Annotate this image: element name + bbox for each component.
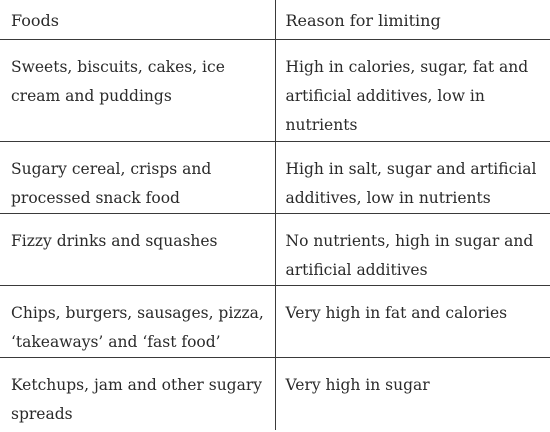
reason-cell: High in calories, sugar, fat and artific… — [274, 39, 550, 141]
reason-cell: No nutrients, high in sugar and artifici… — [274, 213, 550, 285]
table-header-row: Foods Reason for limiting — [0, 0, 550, 39]
reason-cell: Very high in sugar — [274, 357, 550, 430]
reason-cell: High in salt, sugar and artificial addit… — [274, 141, 550, 213]
header-reason-for-limiting: Reason for limiting — [274, 0, 550, 39]
food-cell: Sugary cereal, crisps and processed snac… — [11, 159, 212, 207]
food-cell: Fizzy drinks and squashes — [11, 231, 218, 250]
table-row: Fizzy drinks and squashes No nutrients, … — [0, 213, 550, 285]
reason-cell: Very high in fat and calories — [274, 285, 550, 357]
table-row: Chips, burgers, sausages, pizza, ‘takeaw… — [0, 285, 550, 357]
food-cell: Ketchups, jam and other sugary spreads — [11, 375, 263, 423]
food-cell: Sweets, biscuits, cakes, ice cream and p… — [11, 57, 225, 105]
table-row: Ketchups, jam and other sugary spreads V… — [0, 357, 550, 430]
header-foods: Foods — [11, 11, 59, 30]
table-row: Sweets, biscuits, cakes, ice cream and p… — [0, 39, 550, 141]
food-cell: Chips, burgers, sausages, pizza, ‘takeaw… — [11, 303, 264, 351]
table-row: Sugary cereal, crisps and processed snac… — [0, 141, 550, 213]
